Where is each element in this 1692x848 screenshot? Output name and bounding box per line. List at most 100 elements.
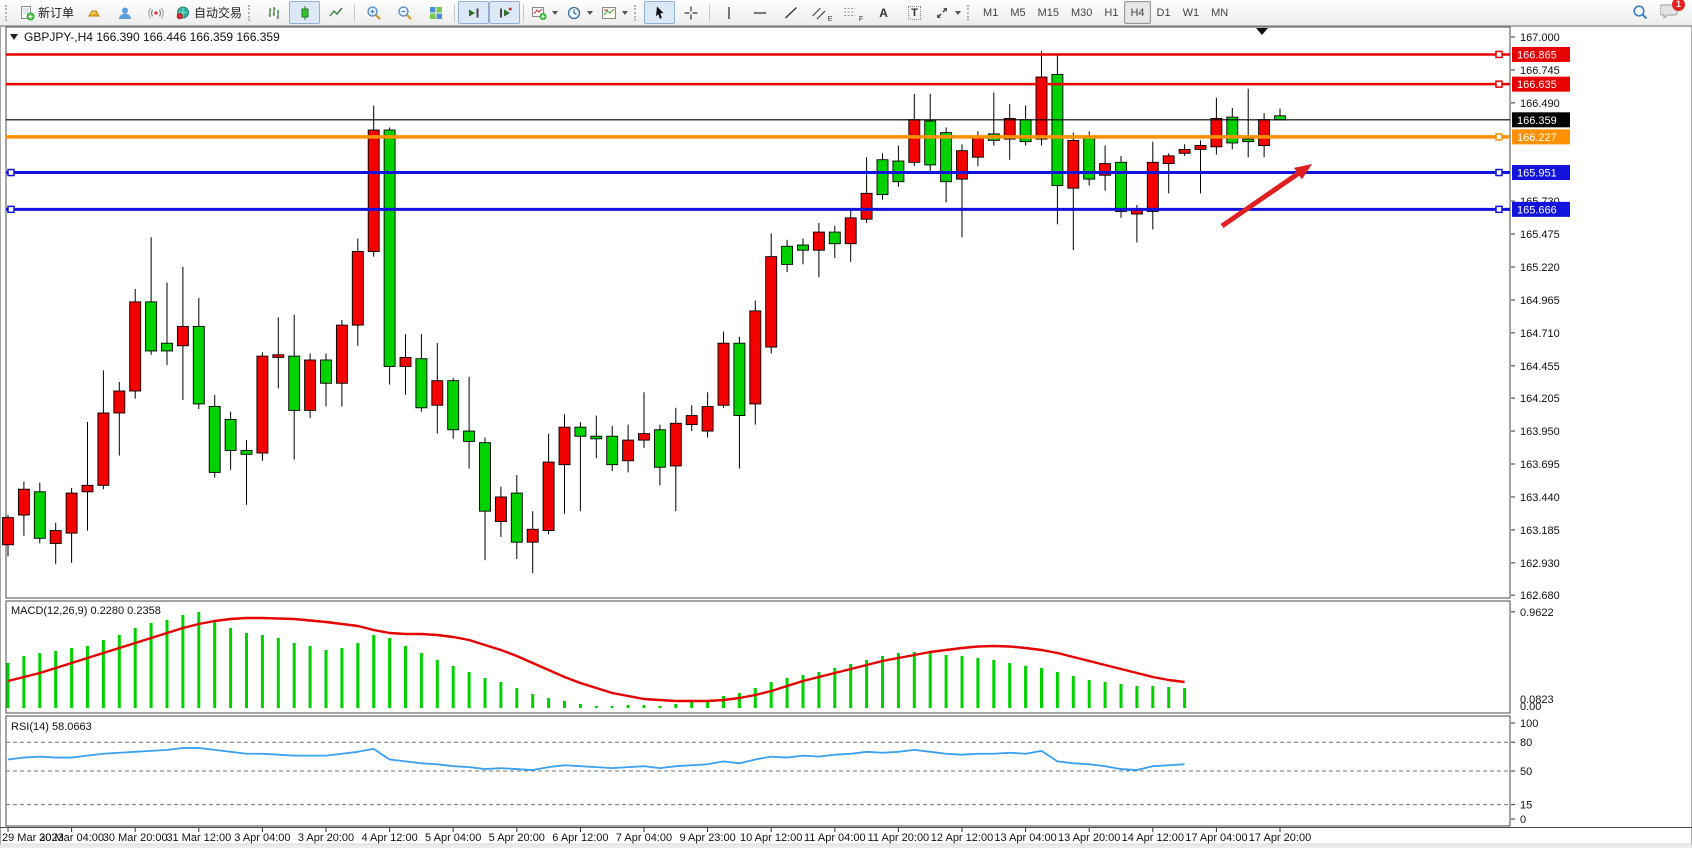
- auto-scroll-button[interactable]: [458, 1, 490, 24]
- macd-bar: [324, 650, 328, 708]
- candle: [749, 310, 762, 405]
- trend-arrow[interactable]: [1220, 170, 1302, 229]
- line-handle[interactable]: [1495, 205, 1503, 214]
- horizontal-line-button[interactable]: [744, 1, 775, 24]
- timeframe-h1[interactable]: H1: [1104, 6, 1119, 19]
- line-handle[interactable]: [1495, 80, 1503, 88]
- tile-windows-button[interactable]: [420, 1, 451, 24]
- chart-canvas[interactable]: 167.000166.745166.490165.730165.475165.2…: [0, 26, 1692, 848]
- zoom-out-button[interactable]: [389, 1, 420, 24]
- macd-bar: [292, 643, 296, 708]
- candle: [781, 245, 794, 265]
- ohlc-collapse-icon[interactable]: [10, 34, 18, 40]
- svg-text:166.490: 166.490: [1520, 98, 1560, 110]
- macd-bar: [785, 678, 789, 708]
- macd-bar: [419, 653, 423, 708]
- text-label-button[interactable]: T: [899, 1, 930, 24]
- zoom-in-button[interactable]: [358, 1, 389, 24]
- templates-button[interactable]: [597, 1, 632, 24]
- timeframe-h4[interactable]: H4: [1124, 1, 1151, 24]
- dropdown-caret-icon: [622, 10, 629, 15]
- svg-text:11 Apr 04:00: 11 Apr 04:00: [804, 832, 866, 844]
- svg-text:163.695: 163.695: [1520, 459, 1560, 471]
- macd-bar: [642, 705, 646, 708]
- candle: [224, 418, 237, 451]
- periods-button[interactable]: [562, 1, 597, 24]
- text-button[interactable]: A: [868, 1, 899, 24]
- macd-bar: [881, 656, 884, 708]
- timeframe-m30[interactable]: M30: [1071, 6, 1093, 19]
- macd-bar: [117, 635, 121, 708]
- timeframe-d1[interactable]: D1: [1156, 6, 1171, 19]
- market-button[interactable]: [78, 1, 109, 24]
- svg-text:80: 80: [1520, 737, 1532, 749]
- chart-window: 167.000166.745166.490165.730165.475165.2…: [0, 26, 1692, 848]
- indicators-button[interactable]: [527, 1, 562, 24]
- notifications-button[interactable]: 1: [1659, 0, 1685, 24]
- line-handle[interactable]: [1495, 168, 1503, 177]
- macd-bar: [1135, 686, 1139, 708]
- panel-borders: [0, 26, 1692, 848]
- candle: [2, 517, 14, 546]
- candle: [304, 359, 317, 411]
- macd-bar: [1087, 680, 1091, 708]
- candle: [956, 150, 968, 180]
- annotation-layer: [1220, 164, 1312, 229]
- candle: [17, 488, 30, 516]
- cursor-button[interactable]: [644, 1, 676, 24]
- candle: [447, 380, 460, 431]
- new-order-button[interactable]: 新订单: [15, 1, 78, 24]
- channel-button[interactable]: E: [806, 1, 837, 24]
- candle: [924, 120, 937, 166]
- timeframe-m1[interactable]: M1: [983, 6, 999, 19]
- candle: [1274, 115, 1286, 121]
- candle: [1178, 148, 1191, 154]
- macd-signal-line: [7, 616, 1185, 703]
- timeframe-m5[interactable]: M5: [1010, 6, 1026, 19]
- trendline-icon: [784, 6, 797, 18]
- line-handle[interactable]: [7, 205, 15, 214]
- timeframe-mn[interactable]: MN: [1211, 6, 1229, 19]
- line-chart-button[interactable]: [320, 1, 351, 24]
- svg-text:166.635: 166.635: [1517, 79, 1557, 91]
- candle: [129, 301, 142, 392]
- macd-bar: [165, 620, 169, 708]
- vertical-line-button[interactable]: [713, 1, 744, 24]
- candle: [860, 192, 873, 220]
- bar-chart-button[interactable]: [258, 1, 289, 24]
- crosshair-button[interactable]: [675, 1, 706, 24]
- line-handle[interactable]: [1495, 50, 1503, 59]
- macd-bar: [133, 628, 137, 708]
- candle: [494, 496, 507, 522]
- macd-bar: [22, 656, 26, 708]
- trendline-button[interactable]: [775, 1, 806, 24]
- candle: [908, 119, 921, 163]
- candle: [192, 325, 205, 405]
- signals-button[interactable]: [140, 1, 171, 24]
- trend-arrow-head[interactable]: [1294, 164, 1312, 180]
- arrows-button[interactable]: [930, 1, 965, 24]
- chart-shift-button[interactable]: [489, 1, 521, 24]
- candle: [335, 324, 348, 384]
- fibonacci-button[interactable]: F: [837, 1, 868, 24]
- candlestick-button[interactable]: [289, 1, 321, 24]
- timeframe-m15[interactable]: M15: [1037, 6, 1059, 19]
- svg-text:7 Apr 04:00: 7 Apr 04:00: [616, 832, 672, 844]
- svg-text:166.227: 166.227: [1517, 132, 1557, 144]
- candle: [479, 442, 491, 512]
- candle: [733, 342, 746, 417]
- svg-text:166.359: 166.359: [1517, 115, 1557, 127]
- line-handle[interactable]: [7, 168, 15, 177]
- toolbar-grip: [5, 4, 11, 21]
- macd-bar: [817, 672, 821, 708]
- macd-bar: [38, 653, 42, 708]
- chart-shift-marker[interactable]: [1256, 28, 1268, 35]
- community-button[interactable]: [109, 1, 140, 24]
- svg-text:0.0823: 0.0823: [1520, 694, 1554, 706]
- search-button[interactable]: [1625, 1, 1656, 24]
- svg-text:100: 100: [1520, 718, 1538, 730]
- candle: [399, 356, 412, 367]
- line-handle[interactable]: [1495, 133, 1503, 141]
- autotrading-button[interactable]: 自动交易: [171, 1, 246, 24]
- timeframe-w1[interactable]: W1: [1182, 6, 1200, 19]
